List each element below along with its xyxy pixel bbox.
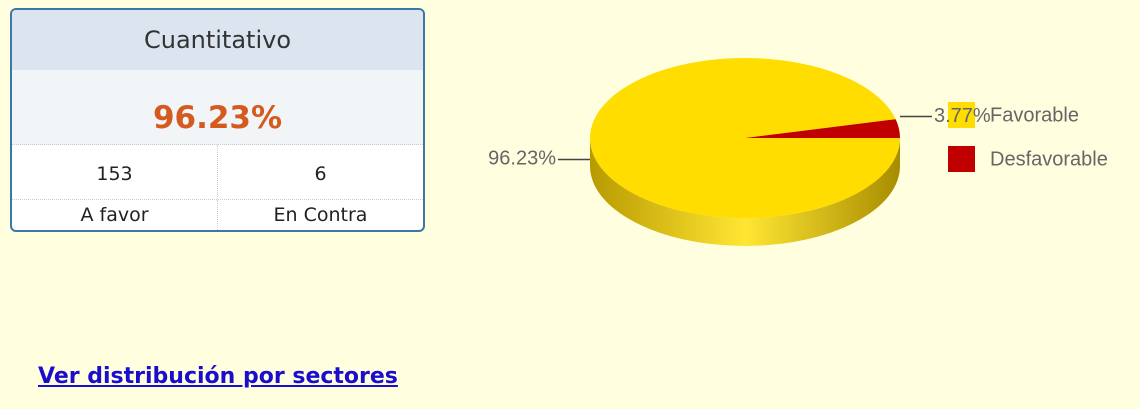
label-row: A favor En Contra <box>12 200 423 230</box>
panel-percent: 96.23% <box>12 70 423 145</box>
legend-label: Favorable <box>990 104 1079 126</box>
label-favor: A favor <box>12 200 218 230</box>
legend-swatch <box>948 102 975 128</box>
legend-swatch <box>948 146 975 172</box>
legend-label: Desfavorable <box>990 148 1108 170</box>
count-row: 153 6 <box>12 145 423 200</box>
pie-side <box>590 138 900 246</box>
label-contra: En Contra <box>273 204 368 226</box>
pie-slice <box>589 57 900 218</box>
pie-slice <box>745 119 900 138</box>
count-favor: 153 <box>12 145 218 199</box>
count-contra: 6 <box>314 163 327 185</box>
slice-label: 96.23% <box>488 148 556 170</box>
summary-panel: Cuantitativo 96.23% 153 6 A favor En Con… <box>10 8 425 232</box>
sector-link[interactable]: Ver distribución por sectores <box>38 364 398 389</box>
slice-label: 3.77% <box>934 105 991 127</box>
panel-title: Cuantitativo <box>12 10 423 70</box>
